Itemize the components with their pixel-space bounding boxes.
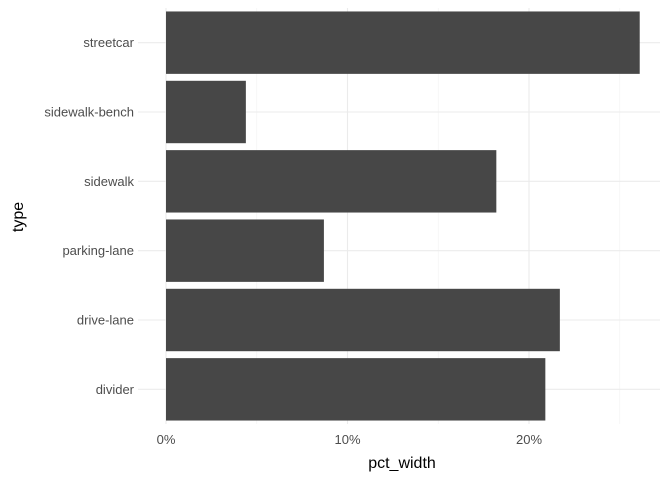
y-tick-label: sidewalk-bench [44, 105, 134, 120]
x-axis-title: pct_width [368, 455, 436, 472]
x-tick-label: 0% [157, 432, 176, 447]
y-axis-title: type [10, 202, 27, 232]
bars [166, 11, 640, 421]
bar-streetcar [166, 11, 640, 74]
y-tick-label: drive-lane [77, 313, 134, 328]
y-tick-label: streetcar [83, 35, 134, 50]
y-tick-labels: divider drive-lane parking-lane sidewalk sid… [44, 35, 134, 397]
bar-parking-lane [166, 219, 324, 282]
y-tick-label: divider [96, 382, 135, 397]
y-tick-label: parking-lane [62, 243, 134, 258]
bar-divider [166, 358, 546, 421]
x-tick-labels: 0% 10% 20% [157, 432, 543, 447]
bar-sidewalk-bench [166, 80, 246, 144]
y-tick-label: sidewalk [84, 174, 134, 189]
x-tick-label: 20% [516, 432, 542, 447]
bar-sidewalk [166, 150, 497, 213]
x-tick-label: 10% [334, 432, 360, 447]
bar-drive-lane [166, 288, 560, 352]
